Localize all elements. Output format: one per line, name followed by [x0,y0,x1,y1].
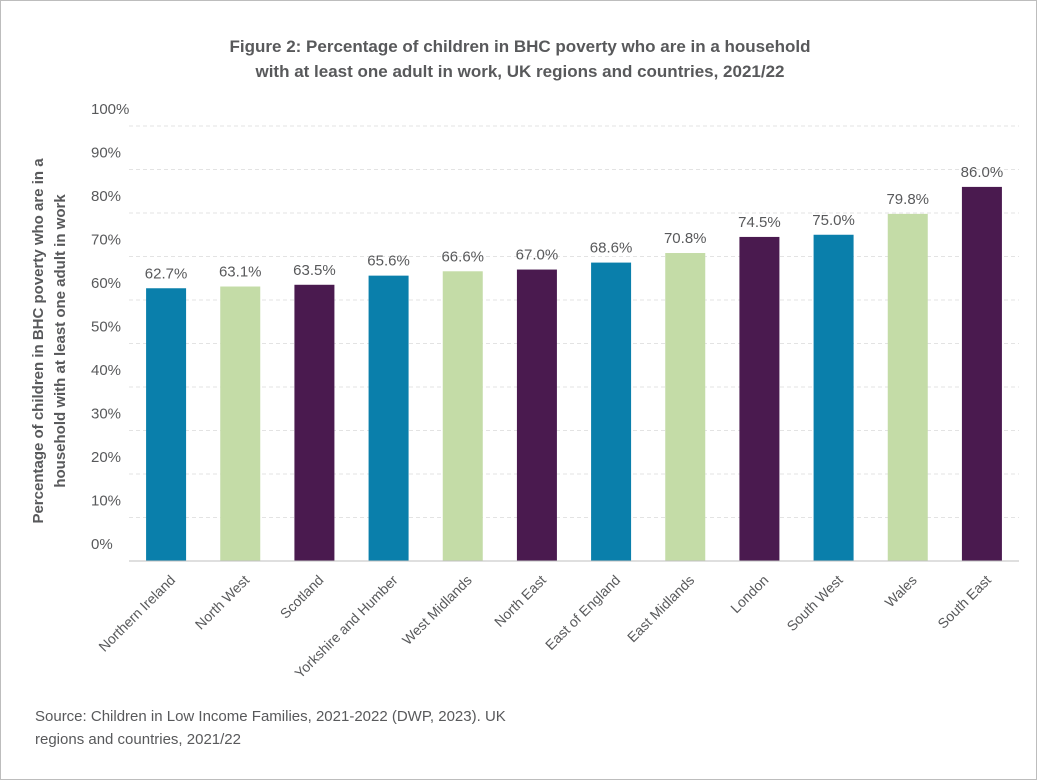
y-tick-label: 30% [91,406,121,423]
bar [442,271,483,561]
bar [665,253,706,561]
data-label: 79.8% [886,191,929,208]
chart-title: Figure 2: Percentage of children in BHC … [230,37,811,81]
x-tick-label: North East [491,572,549,630]
x-tick-label: Northern Ireland [95,572,178,655]
x-tick-label: West Midlands [399,572,475,648]
data-label: 86.0% [961,164,1004,181]
y-tick-label: 50% [91,319,121,336]
y-tick-label: 80% [91,188,121,205]
data-label: 62.7% [145,265,188,282]
bar [294,284,335,561]
x-tick-label: North West [192,572,253,633]
y-tick-label: 0% [91,536,113,553]
x-tick-label: London [727,572,771,616]
data-label: 66.6% [441,248,484,265]
bar [739,236,780,562]
data-label: 70.8% [664,230,707,247]
bar [591,262,632,561]
bar [887,213,928,561]
data-label: 63.1% [219,264,262,281]
chart-title-line-1: Figure 2: Percentage of children in BHC … [230,37,811,56]
gridlines [129,125,1019,518]
y-tick-label: 90% [91,145,121,162]
data-label: 74.5% [738,214,781,231]
bar [961,186,1002,561]
data-label: 67.0% [516,247,559,264]
y-axis-ticks: 0% 10% 20% 30% 40% 50% 60% 70% 80% 90% 100% [91,101,129,553]
data-label: 63.5% [293,262,336,279]
y-tick-label: 10% [91,493,121,510]
bar-chart: Figure 2: Percentage of children in BHC … [30,37,1019,682]
data-labels: 62.7% 63.1% 63.5% 65.6% 66.6% 67.0% 68.6% 70.8%… [145,164,1003,282]
data-label: 68.6% [590,240,633,257]
y-axis-label-line-1: Percentage of children in BHC poverty wh… [30,158,47,524]
y-axis-label: Percentage of children in BHC poverty wh… [30,158,69,524]
y-tick-label: 70% [91,232,121,249]
source-note: Source: Children in Low Income Families,… [35,708,506,748]
x-tick-label: Scotland [277,572,327,622]
bar [813,234,854,561]
data-label: 75.0% [812,212,855,229]
x-axis-ticks: Northern Ireland North West ScotlandYorksh… [95,572,994,682]
y-tick-label: 100% [91,101,129,118]
x-tick-label: East Midlands [624,572,697,645]
x-tick-label: South East [934,572,994,632]
x-tick-label: East of England [542,572,623,653]
data-label: 65.6% [367,253,410,270]
bar [146,288,187,561]
chart-title-line-2: with at least one adult in work, UK regi… [254,62,784,81]
bar [220,286,261,561]
x-tick-label: South West [783,572,845,634]
bar [516,269,557,561]
bars [146,186,1002,562]
x-tick-label: Wales [881,572,919,610]
y-axis-label-line-2: household with at least one adult in wor… [52,194,69,488]
y-tick-label: 40% [91,362,121,379]
bar [368,275,409,561]
y-tick-label: 20% [91,449,121,466]
y-tick-label: 60% [91,275,121,292]
